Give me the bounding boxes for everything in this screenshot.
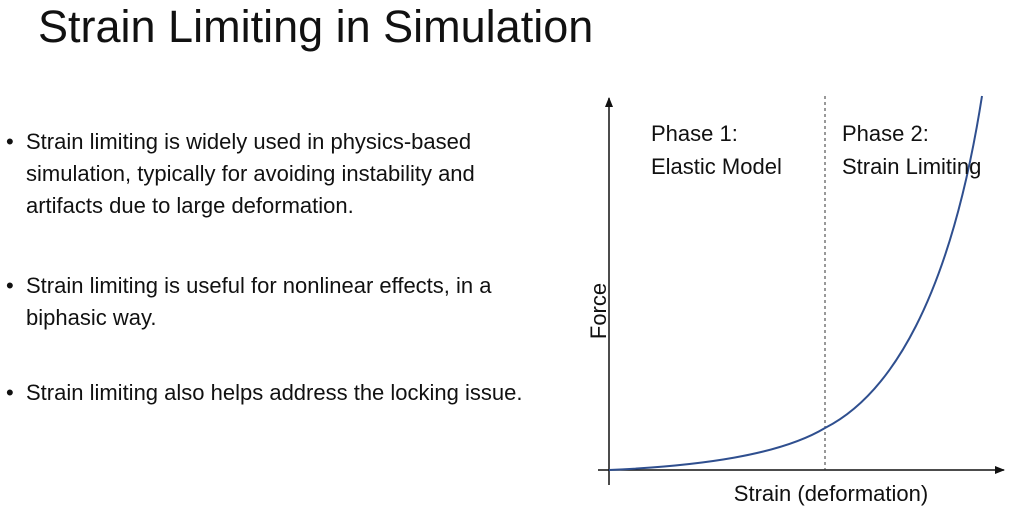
x-axis-label: Strain (deformation)	[734, 481, 928, 506]
phase1-subtitle: Elastic Model	[651, 154, 782, 179]
bullet-item: Strain limiting is widely used in physic…	[6, 126, 546, 222]
bullet-item: Strain limiting is useful for nonlinear …	[6, 270, 546, 334]
force-curve	[608, 95, 983, 471]
bullet-item: Strain limiting also helps address the l…	[6, 377, 546, 409]
phase2-title: Phase 2:	[842, 121, 929, 146]
y-axis-label: Force	[586, 283, 611, 339]
phase2-subtitle: Strain Limiting	[842, 154, 981, 179]
slide-title: Strain Limiting in Simulation	[38, 1, 594, 52]
bullet-list: Strain limiting is widely used in physic…	[6, 126, 546, 457]
phase1-title: Phase 1:	[651, 121, 738, 146]
